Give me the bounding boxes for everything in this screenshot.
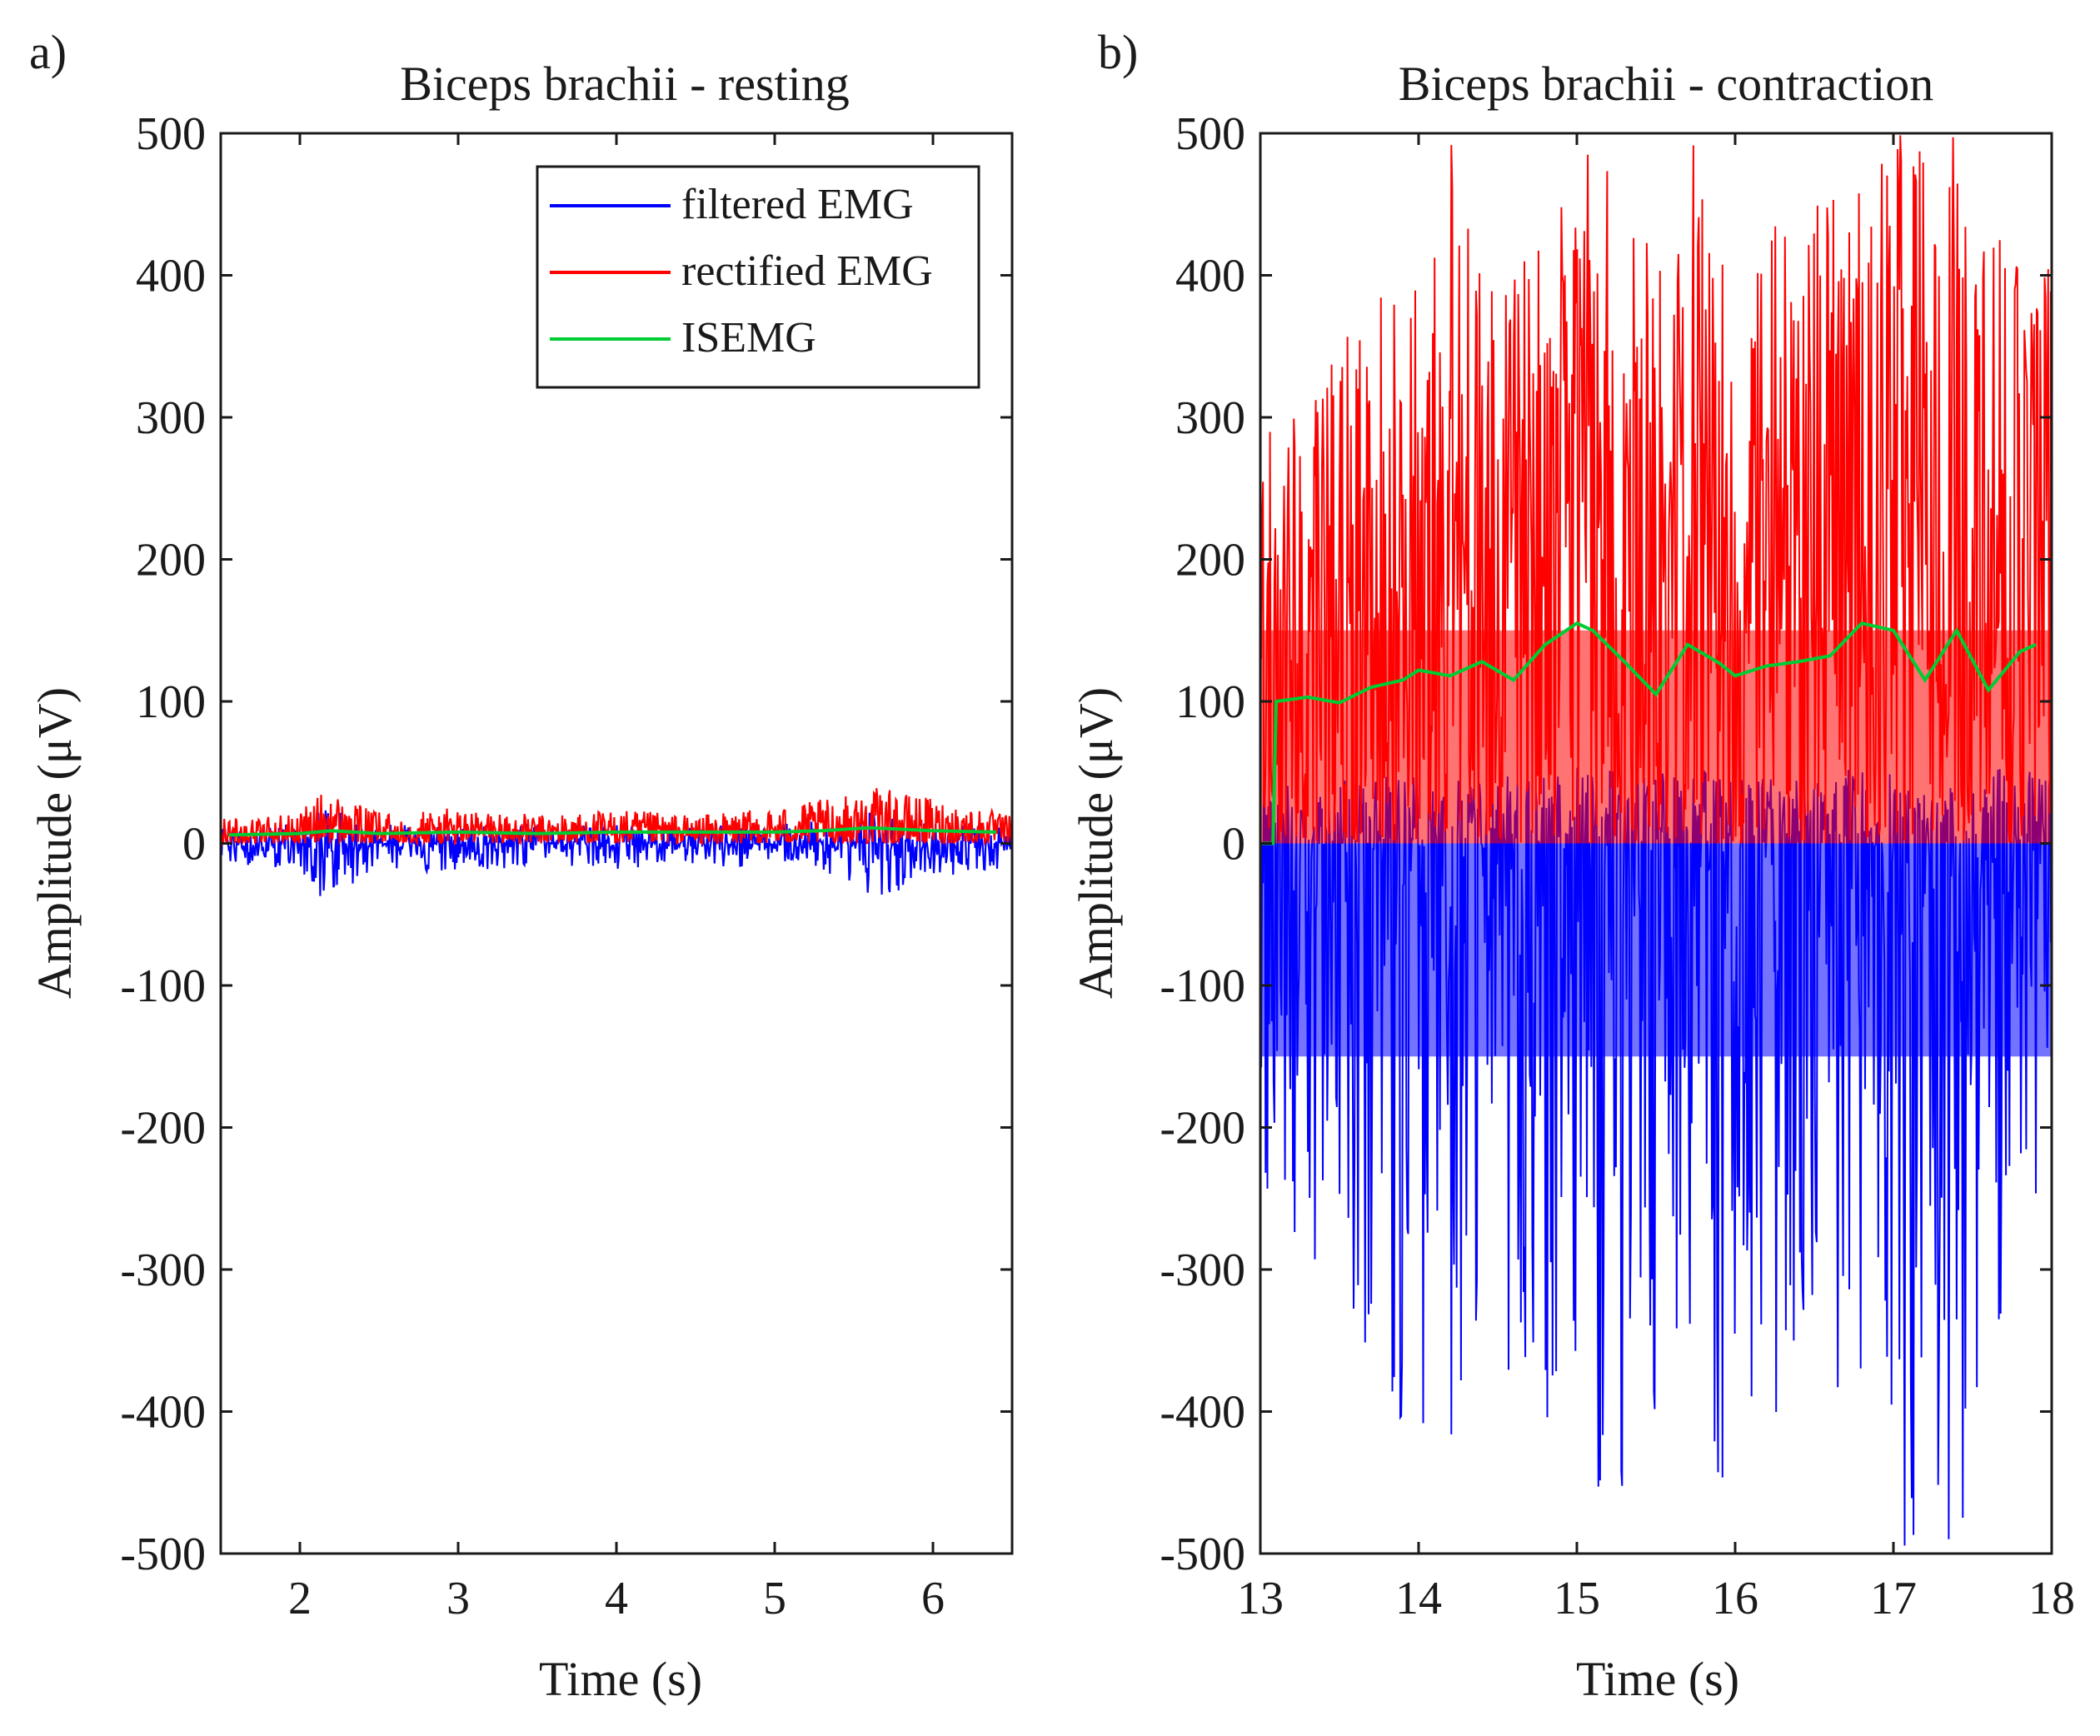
panel-a-plot-area: [219, 788, 1014, 896]
panel-a-xtick-label: 3: [446, 1573, 470, 1624]
panel-b-xtick-label: 17: [1870, 1573, 1917, 1624]
legend-box: [536, 165, 980, 389]
panel-a-ytick-label: 400: [136, 251, 206, 302]
panel-b-ytick-label: 200: [1175, 535, 1245, 586]
panel-a-label: a): [29, 25, 67, 79]
panel-b-band-filtered-emg: [1260, 843, 2052, 1057]
panel-a-xtick-label: 2: [288, 1573, 312, 1624]
panel-a-ytick-label: -100: [120, 960, 206, 1012]
panel-b-contraction: b) Biceps brachii - contraction 500 400 30…: [1069, 25, 2075, 1706]
panel-b-ytick-label: -300: [1160, 1245, 1245, 1296]
panel-b-ytick-label: 500: [1175, 108, 1245, 160]
panel-b-ytick-label: 100: [1175, 676, 1245, 728]
panel-a-ytick-label: -200: [120, 1103, 206, 1155]
panel-a-title: Biceps brachii - resting: [400, 57, 850, 111]
panel-a-ytick-label: -500: [120, 1529, 206, 1580]
legend-label-filtered: filtered EMG: [681, 181, 914, 228]
legend-label-rectified: rectified EMG: [681, 247, 933, 295]
panel-a-xtick-label: 6: [921, 1573, 945, 1624]
panel-b-label: b): [1098, 25, 1138, 79]
panel-b-xtick-label: 16: [1712, 1573, 1758, 1624]
panel-b-ytick-label: -400: [1160, 1387, 1245, 1439]
panel-b-xtick-label: 13: [1237, 1573, 1284, 1624]
panel-b-plot-area: [1260, 135, 2053, 1546]
panel-a-ticks: 500 400 300 200 100 0 -100 -200 -300 -400 -500 2 3 4 5…: [120, 108, 1012, 1624]
panel-a-series-rectified-emg: [219, 788, 1014, 847]
panel-a-resting: a) Biceps brachii - resting 500 400 300 200…: [27, 25, 1014, 1706]
panel-a-ytick-label: 300: [136, 392, 206, 444]
panel-b-ytick-label: -200: [1160, 1103, 1245, 1155]
panel-b-title: Biceps brachii - contraction: [1399, 57, 1934, 111]
panel-b-ylabel: Amplitude (μV): [1069, 687, 1123, 999]
panel-a-ytick-label: 500: [136, 108, 206, 160]
panel-a-xlabel: Time (s): [539, 1652, 702, 1706]
panel-b-ytick-label: -100: [1160, 960, 1245, 1012]
panel-b-ytick-label: 400: [1175, 251, 1245, 302]
panel-b-band-rectified-emg: [1260, 630, 2052, 844]
panel-b-xlabel: Time (s): [1576, 1652, 1739, 1706]
panel-a-xtick-label: 5: [763, 1573, 786, 1624]
panel-a-ylabel: Amplitude (μV): [27, 687, 82, 999]
panel-b-series-isemg: [1260, 621, 2037, 846]
legend-label-isemg: ISEMG: [681, 314, 816, 362]
panel-a-ytick-label: 0: [182, 819, 206, 870]
legend: filtered EMG rectified EMG ISEMG: [536, 165, 980, 389]
panel-a-ytick-label: 200: [136, 535, 206, 586]
panel-b-ytick-label: -500: [1160, 1529, 1245, 1580]
panel-b-ytick-label: 300: [1175, 392, 1245, 444]
panel-b-xtick-label: 14: [1395, 1573, 1442, 1624]
panel-b-ytick-label: 0: [1222, 819, 1245, 870]
panel-b-xtick-label: 15: [1554, 1573, 1600, 1624]
panel-a-xtick-label: 4: [605, 1573, 628, 1624]
panel-a-ytick-label: 100: [136, 676, 206, 728]
panel-a-ytick-label: -300: [120, 1245, 206, 1296]
panel-a-series-isemg: [228, 826, 997, 837]
panel-b-xtick-label: 18: [2028, 1573, 2075, 1624]
panel-a-ytick-label: -400: [120, 1387, 206, 1439]
